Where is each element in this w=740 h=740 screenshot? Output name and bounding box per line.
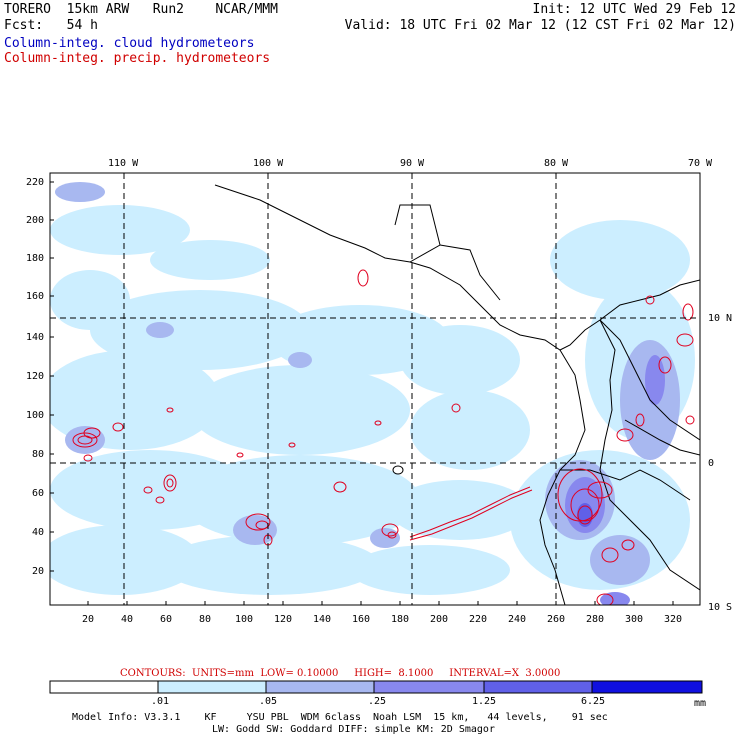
x-tick-label: 100 <box>235 614 254 625</box>
x-tick-label: 40 <box>121 614 134 625</box>
y-tick-label: 40 <box>32 527 45 538</box>
model-info-line2: LW: Godd SW: Goddard DIFF: simple KM: 2D… <box>212 724 495 735</box>
x-tick-label: 320 <box>664 614 683 625</box>
x-tick-label: 60 <box>160 614 173 625</box>
colorbar-label: 6.25 <box>581 696 606 707</box>
lon-label: 80 W <box>544 158 569 169</box>
lon-label: 70 W <box>688 158 713 169</box>
cloud-field <box>50 173 700 605</box>
model-info-line1: Model Info: V3.3.1 KF YSU PBL WDM 6class… <box>72 712 608 723</box>
colorbar-label: 1.25 <box>472 696 497 707</box>
y-tick-label: 140 <box>26 332 45 343</box>
lon-label: 100 W <box>253 158 284 169</box>
precip-contours <box>72 269 695 605</box>
lat-label: 0 <box>708 458 715 469</box>
x-tick-label: 260 <box>547 614 566 625</box>
x-tick-label: 220 <box>469 614 488 625</box>
lat-label: 10 S <box>708 602 733 613</box>
contour-info: CONTOURS: UNITS=mm LOW= 0.10000 HIGH= 8.… <box>120 668 561 679</box>
x-tick-label: 120 <box>274 614 293 625</box>
y-tick-label: 100 <box>26 410 45 421</box>
forecast-hour: Fcst: 54 h <box>4 18 98 33</box>
colorbar-units: mm <box>694 698 707 709</box>
colorbar-label: .05 <box>259 696 278 707</box>
lon-label: 110 W <box>108 158 139 169</box>
y-tick-label: 20 <box>32 566 45 577</box>
legend-cloud: Column-integ. cloud hydrometeors <box>4 36 255 51</box>
y-tick-label: 200 <box>26 215 45 226</box>
y-tick-label: 220 <box>26 177 45 188</box>
y-tick-label: 120 <box>26 371 45 382</box>
graticule <box>50 173 700 605</box>
tick-marks <box>50 181 674 605</box>
x-tick-label: 280 <box>586 614 605 625</box>
y-tick-label: 80 <box>32 449 45 460</box>
lon-label: 90 W <box>400 158 425 169</box>
y-tick-label: 180 <box>26 253 45 264</box>
y-tick-label: 160 <box>26 291 45 302</box>
x-tick-label: 160 <box>352 614 371 625</box>
coastline <box>214 184 700 605</box>
legend-precip: Column-integ. precip. hydrometeors <box>4 51 271 66</box>
x-tick-label: 80 <box>199 614 212 625</box>
plot-frame <box>49 172 701 606</box>
y-tick-label: 60 <box>32 488 45 499</box>
x-tick-label: 140 <box>313 614 332 625</box>
valid-time: Valid: 18 UTC Fri 02 Mar 12 (12 CST Fri … <box>344 18 736 33</box>
x-tick-label: 20 <box>82 614 95 625</box>
x-tick-label: 240 <box>508 614 527 625</box>
colorbar-label: .25 <box>368 696 387 707</box>
colorbar-label: .01 <box>151 696 170 707</box>
lat-label: 10 N <box>708 313 733 324</box>
x-tick-label: 180 <box>391 614 410 625</box>
x-tick-label: 300 <box>625 614 644 625</box>
title-left: TORERO 15km ARW Run2 NCAR/MMM <box>4 2 278 17</box>
init-time: Init: 12 UTC Wed 29 Feb 12 <box>532 2 737 17</box>
x-tick-label: 200 <box>430 614 449 625</box>
